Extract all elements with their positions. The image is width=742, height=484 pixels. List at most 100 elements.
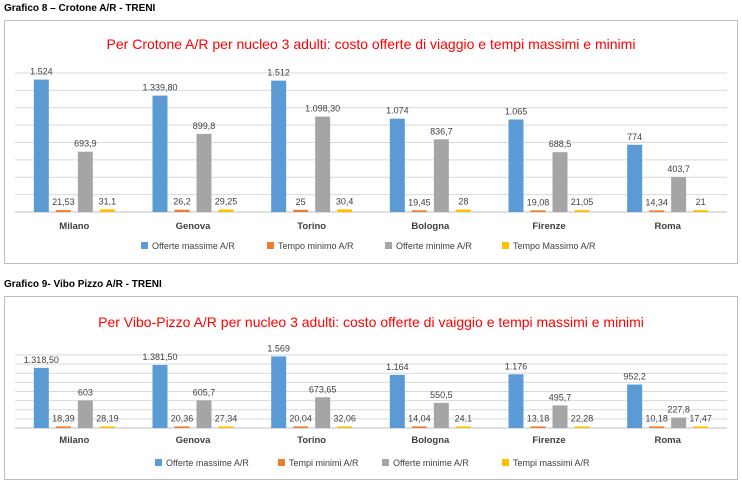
bar-roma-series-1 (627, 384, 643, 428)
bar-torino-series-2 (293, 426, 309, 428)
data-label: 21,05 (571, 197, 594, 207)
bar-milano-series-1 (33, 79, 49, 212)
data-label: 21,53 (52, 197, 75, 207)
bar-torino-series-4 (337, 209, 353, 212)
data-label: 693,9 (74, 139, 97, 149)
bar-roma-series-3 (671, 176, 687, 212)
category-label: Torino (297, 221, 326, 232)
data-label: 550,5 (430, 390, 453, 400)
bar-bologna-series-1 (389, 374, 405, 428)
bar-firenze-series-3 (552, 152, 568, 212)
bar-bologna-series-2 (411, 426, 427, 428)
data-label: 1.074 (386, 106, 409, 116)
legend-swatch (382, 459, 389, 466)
bar-milano-series-1 (33, 367, 49, 428)
data-label: 28,19 (96, 413, 119, 423)
category-label: Milano (59, 221, 89, 232)
legend-swatch (267, 242, 274, 249)
bar-roma-series-1 (627, 144, 643, 212)
data-label: 19,45 (408, 197, 431, 207)
category-label: Roma (654, 435, 681, 446)
data-label: 1.569 (267, 343, 290, 353)
data-label: 1.098,30 (305, 104, 340, 114)
legend-swatch (385, 242, 392, 249)
category-label: Torino (297, 435, 326, 446)
chart-panel-vibo-pizzo: Per Vibo-Pizzo A/R per nucleo 3 adulti: … (4, 296, 738, 480)
bar-genova-series-3 (196, 400, 212, 428)
chart-vibo-pizzo: Per Vibo-Pizzo A/R per nucleo 3 adulti: … (15, 314, 727, 468)
data-label: 30,4 (336, 196, 354, 206)
bar-roma-series-4 (693, 210, 709, 212)
bar-bologna-series-3 (433, 402, 449, 428)
data-label: 20,04 (289, 413, 312, 423)
bar-torino-series-2 (293, 209, 309, 212)
bar-torino-series-3 (315, 116, 331, 212)
data-label: 18,39 (52, 413, 75, 423)
category-label: Bologna (411, 221, 450, 232)
bar-milano-series-2 (55, 210, 71, 212)
legend-entry: Tempo minimo A/R (278, 241, 354, 251)
legend-entry: Tempo Massimo A/R (513, 241, 596, 251)
bar-roma-series-2 (649, 210, 665, 212)
legend-swatch (502, 459, 509, 466)
bar-firenze-series-4 (574, 426, 590, 428)
data-label: 26,2 (173, 197, 191, 207)
bar-firenze-series-1 (508, 119, 524, 212)
data-label: 1.524 (30, 67, 53, 77)
bar-genova-series-4 (218, 426, 234, 428)
data-label: 1.381,50 (142, 352, 177, 362)
data-label: 1.164 (386, 362, 409, 372)
bar-torino-series-1 (271, 356, 287, 428)
data-label: 774 (627, 132, 642, 142)
bar-roma-series-3 (671, 417, 687, 428)
legend-swatch (502, 242, 509, 249)
data-label: 32,06 (333, 413, 356, 423)
legend-entry: Tempi minimi A/R (289, 458, 359, 468)
data-label: 22,28 (571, 413, 594, 423)
data-label: 24,1 (455, 413, 473, 423)
data-label: 14,34 (645, 197, 668, 207)
data-label: 1.339,80 (142, 83, 177, 93)
bar-milano-series-4 (99, 209, 115, 212)
bar-firenze-series-2 (530, 426, 546, 428)
bar-roma-series-2 (649, 426, 665, 428)
bar-milano-series-4 (99, 426, 115, 428)
data-label: 227,8 (667, 405, 690, 415)
bar-firenze-series-4 (574, 210, 590, 212)
bar-torino-series-1 (271, 80, 287, 212)
bar-milano-series-3 (77, 400, 93, 428)
data-label: 17,47 (689, 413, 712, 423)
bar-bologna-series-4 (455, 209, 471, 212)
bar-bologna-series-3 (433, 139, 449, 212)
data-label: 403,7 (667, 164, 690, 174)
data-label: 20,36 (171, 413, 194, 423)
bar-firenze-series-3 (552, 405, 568, 428)
data-label: 899,8 (193, 121, 216, 131)
bar-firenze-series-1 (508, 374, 524, 428)
data-label: 1.512 (267, 68, 290, 78)
data-label: 21 (696, 197, 706, 207)
bar-genova-series-1 (152, 95, 168, 212)
category-label: Milano (59, 435, 89, 446)
data-label: 603 (78, 387, 93, 397)
legend-entry: Offerte massime A/R (166, 458, 249, 468)
category-label: Genova (176, 435, 212, 446)
data-label: 28 (458, 197, 468, 207)
data-label: 25 (296, 197, 306, 207)
category-label: Bologna (411, 435, 450, 446)
bar-genova-series-3 (196, 133, 212, 212)
category-label: Firenze (532, 221, 565, 232)
data-label: 1.176 (505, 361, 528, 371)
bar-genova-series-2 (174, 426, 190, 428)
data-label: 19,08 (527, 197, 550, 207)
data-label: 10,18 (645, 413, 668, 423)
legend-swatch (155, 459, 162, 466)
category-label: Genova (176, 221, 212, 232)
chart-caption-2: Grafico 9- Vibo Pizzo A/R - TRENI (4, 279, 162, 290)
legend-entry: Offerte minime A/R (396, 241, 472, 251)
chart-title: Per Vibo-Pizzo A/R per nucleo 3 adulti: … (98, 314, 644, 330)
bar-roma-series-4 (693, 426, 709, 428)
data-label: 1.318,50 (24, 355, 59, 365)
data-label: 673,65 (309, 384, 337, 394)
data-label: 29,25 (215, 196, 238, 206)
